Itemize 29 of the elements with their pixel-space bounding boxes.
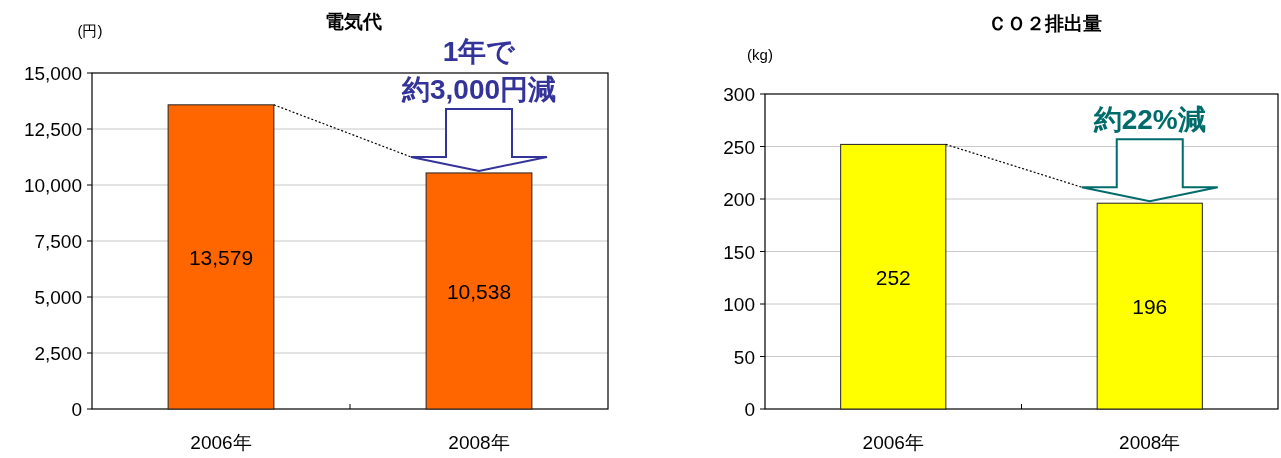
y-tick-label: 15,000	[23, 63, 82, 84]
x-tick-label: 2006年	[190, 432, 252, 453]
y-tick-label: 10,000	[23, 175, 82, 196]
data-label: 252	[875, 265, 911, 289]
y-tick-label: 300	[723, 84, 755, 105]
data-label: 10,538	[446, 279, 512, 303]
y-tick-label: 0	[71, 399, 82, 420]
x-tick-label: 2008年	[1119, 432, 1181, 453]
chart-title: 電気代	[324, 11, 382, 32]
y-tick-label: 50	[733, 346, 755, 368]
y-tick-label: 100	[723, 294, 755, 315]
x-tick-label: 2006年	[862, 432, 924, 453]
y-tick-label: 150	[723, 241, 755, 263]
y-tick-label: 5,000	[34, 287, 82, 308]
annotation: 約22%減	[1092, 104, 1206, 136]
data-label: 196	[1132, 295, 1168, 319]
annotation: 約3,000円減	[400, 73, 557, 105]
chart-title: ＣＯ２排出量	[988, 13, 1102, 34]
y-axis-title: (円)	[77, 22, 103, 39]
y-tick-label: 0	[744, 399, 755, 420]
y-tick-label: 250	[723, 136, 755, 158]
y-tick-label: 2,500	[34, 343, 82, 364]
y-tick-label: 12,500	[23, 119, 82, 140]
data-label: 13,579	[188, 245, 254, 269]
text: 1年で	[442, 35, 517, 67]
y-tick-label: 200	[723, 189, 755, 210]
y-axis-title: (kg)	[747, 46, 773, 63]
x-tick-label: 2008年	[448, 432, 510, 453]
y-tick-label: 7,500	[34, 231, 82, 252]
